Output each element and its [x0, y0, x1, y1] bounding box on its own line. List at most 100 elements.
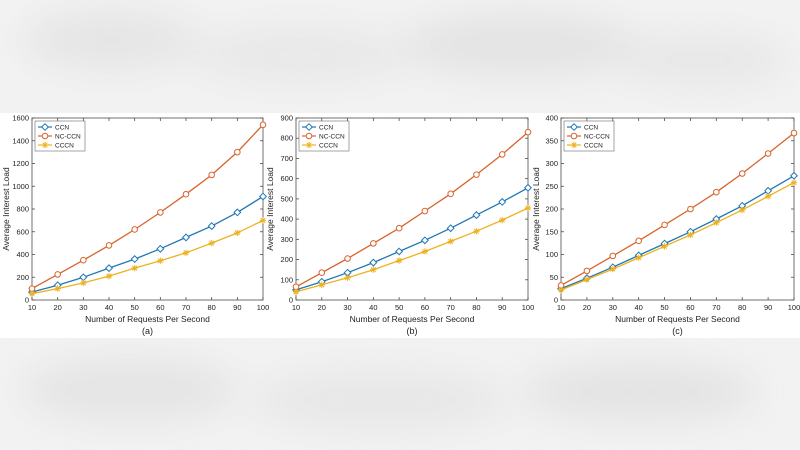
data-point: [157, 209, 164, 216]
data-point: [498, 151, 506, 158]
data-point: [661, 243, 668, 250]
x-tick-label: 90: [233, 303, 241, 312]
chart-panel-a: 0 200 400 600 800 1000 1200 1400 1600 10 20 30 40 50 6…: [1, 114, 269, 337]
data-point: [713, 219, 720, 226]
data-point: [523, 183, 533, 192]
legend-swatch-marker: [570, 141, 578, 149]
data-point: [472, 211, 481, 220]
series-line: [560, 132, 795, 286]
legend-label: CCN: [584, 125, 598, 132]
data-point: [131, 264, 138, 272]
x-tick-label: 10: [557, 303, 565, 312]
data-point: [181, 233, 191, 242]
data-point: [524, 128, 532, 136]
x-tick-label: 80: [738, 303, 746, 312]
x-axis-label: Number of Requests Per Second: [615, 314, 740, 324]
series-cccn: [28, 217, 267, 297]
data-point: [790, 129, 798, 137]
series-cccn: [557, 179, 798, 294]
data-point: [344, 255, 351, 262]
legend-swatch-marker: [305, 141, 313, 149]
x-tick-label: 90: [764, 303, 772, 312]
data-point: [370, 266, 377, 273]
data-point: [499, 216, 506, 224]
y-tick-label: 150: [545, 227, 558, 236]
y-tick-label: 200: [16, 273, 29, 282]
data-point: [370, 240, 377, 247]
data-point: [790, 179, 798, 186]
y-tick-label: 200: [545, 205, 558, 214]
chart-panel-b: 0 100 200 300 400 500 600 700 800 900 10 20 30 40 50 60…: [265, 114, 534, 337]
legend-label: CCN: [55, 125, 69, 132]
y-tick-label: 300: [545, 159, 558, 168]
data-point: [421, 248, 429, 255]
data-point: [789, 171, 799, 180]
series-nc-ccn: [28, 121, 267, 292]
series-line: [31, 195, 264, 293]
data-point: [713, 188, 720, 196]
legend-swatch-marker: [304, 122, 314, 132]
data-point: [80, 256, 87, 264]
legend-label: NC-CCN: [584, 134, 610, 141]
x-tick-label: 50: [660, 303, 668, 312]
x-tick-label: 60: [686, 303, 694, 312]
y-tick-label: 400: [545, 114, 558, 123]
y-axis-label: Average Interest Load: [531, 167, 541, 251]
x-tick-label: 70: [182, 303, 190, 312]
y-tick-label: 100: [545, 250, 558, 259]
data-point: [447, 238, 454, 245]
y-tick-label: 800: [16, 205, 29, 214]
legend-label: CCCN: [584, 143, 603, 150]
y-tick-label: 600: [280, 174, 293, 183]
data-point: [583, 267, 591, 275]
data-point: [447, 190, 454, 198]
series-ccn: [27, 192, 268, 297]
x-tick-label: 40: [369, 303, 377, 312]
data-point: [207, 222, 216, 231]
x-tick-label: 30: [79, 303, 87, 312]
data-point: [395, 257, 403, 264]
legend: CCN NC-CCN CCCN: [298, 120, 350, 152]
data-point: [105, 242, 113, 249]
series-line: [295, 207, 529, 293]
y-tick-label: 1400: [12, 136, 29, 145]
data-point: [80, 279, 87, 287]
x-axis-label: Number of Requests Per Second: [85, 314, 210, 324]
series-nc-ccn: [557, 129, 798, 289]
data-point: [420, 236, 429, 245]
data-point: [369, 258, 378, 267]
legend-swatch-marker: [41, 141, 49, 149]
x-tick-label: 50: [395, 303, 403, 312]
data-point: [156, 244, 165, 253]
y-tick-label: 300: [280, 235, 293, 244]
data-point: [524, 204, 532, 212]
legend-label: NC-CCN: [319, 134, 345, 141]
data-point: [609, 252, 617, 260]
x-tick-label: 80: [207, 303, 215, 312]
series-line: [295, 131, 529, 288]
x-tick-label: 60: [421, 303, 429, 312]
data-point: [105, 272, 113, 280]
y-tick-label: 200: [280, 255, 293, 264]
x-tick-label: 70: [446, 303, 454, 312]
data-point: [292, 288, 300, 296]
x-tick-label: 80: [472, 303, 480, 312]
series-nc-ccn: [292, 128, 532, 291]
y-tick-label: 100: [280, 275, 293, 284]
x-tick-label: 20: [53, 303, 61, 312]
data-point: [234, 229, 241, 237]
legend-swatch-marker: [305, 132, 313, 140]
series-line: [31, 124, 264, 290]
y-tick-label: 400: [16, 250, 29, 259]
data-point: [344, 274, 351, 281]
legend-label: CCCN: [55, 143, 74, 150]
x-tick-label: 100: [522, 303, 535, 312]
data-point: [28, 290, 36, 297]
series-line: [560, 182, 795, 291]
x-tick-label: 30: [343, 303, 351, 312]
data-point: [473, 228, 480, 235]
x-tick-label: 30: [609, 303, 617, 312]
panel-caption: (c): [672, 326, 683, 336]
legend: CCN NC-CCN CCCN: [563, 120, 615, 152]
